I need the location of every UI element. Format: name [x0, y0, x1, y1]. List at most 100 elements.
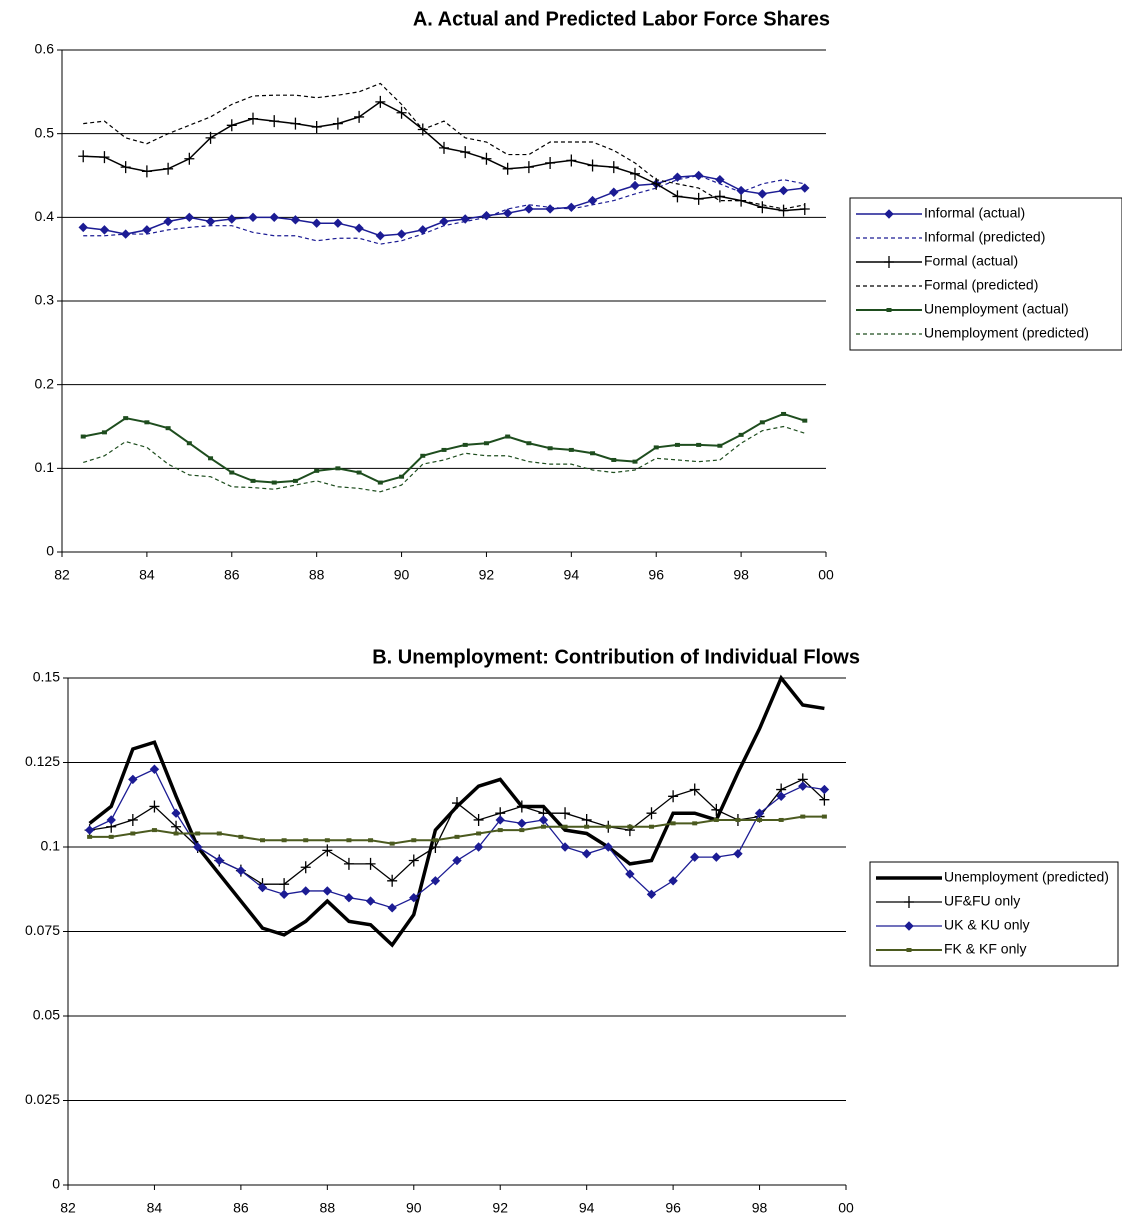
marker [778, 185, 789, 196]
marker [430, 841, 441, 853]
marker [396, 106, 407, 119]
marker [802, 418, 808, 423]
marker [776, 791, 786, 802]
y-tick-label: 0.1 [35, 459, 55, 475]
marker [387, 903, 397, 913]
marker [290, 215, 301, 225]
marker [692, 821, 698, 826]
marker [238, 834, 244, 839]
y-tick-label: 0.1 [41, 838, 61, 854]
y-tick-label: 0.025 [25, 1091, 60, 1107]
legend-box [849, 197, 1122, 351]
marker [248, 112, 258, 125]
series-line [83, 82, 805, 210]
marker [904, 921, 914, 931]
marker [516, 800, 527, 813]
marker [581, 849, 592, 859]
marker [356, 470, 362, 475]
marker [80, 434, 86, 439]
marker [781, 411, 787, 416]
marker [713, 817, 719, 822]
marker [229, 470, 235, 475]
marker [354, 110, 365, 123]
marker [473, 813, 484, 826]
marker [904, 896, 914, 908]
marker [354, 223, 364, 233]
marker [144, 420, 150, 425]
legend-label: FK & KF only [944, 941, 1026, 957]
series-line [83, 425, 805, 493]
marker [418, 225, 428, 235]
marker [311, 120, 322, 133]
marker [411, 838, 417, 843]
marker [560, 842, 570, 852]
marker [377, 480, 383, 485]
marker [714, 190, 725, 203]
marker [195, 831, 201, 836]
y-tick-label: 0.15 [33, 669, 60, 685]
marker [142, 225, 152, 235]
marker [821, 814, 827, 819]
marker [141, 165, 152, 178]
marker [649, 824, 654, 829]
legend-label: Formal (actual) [924, 253, 1018, 269]
x-tick-label: 88 [309, 567, 325, 583]
marker [566, 202, 577, 213]
marker [460, 214, 470, 224]
marker [205, 216, 216, 227]
marker [735, 817, 741, 822]
marker [344, 892, 354, 903]
marker [128, 774, 138, 785]
marker [711, 803, 722, 816]
marker [343, 857, 354, 870]
legend-label: Informal (predicted) [924, 229, 1045, 245]
x-tick-label: 00 [838, 1200, 854, 1216]
marker [300, 861, 311, 874]
y-tick-label: 0 [46, 543, 54, 559]
marker [365, 896, 376, 906]
marker [269, 115, 280, 128]
marker [99, 151, 110, 164]
marker [99, 225, 110, 235]
marker [248, 212, 258, 223]
marker [560, 807, 571, 820]
marker [689, 783, 700, 796]
marker [646, 889, 657, 900]
x-tick-label: 84 [147, 1200, 163, 1216]
marker [420, 453, 426, 458]
marker [226, 119, 237, 132]
marker [653, 445, 659, 450]
marker [545, 204, 555, 214]
y-tick-label: 0.075 [25, 922, 60, 938]
marker [517, 818, 527, 829]
marker [149, 800, 160, 813]
marker [311, 218, 322, 228]
marker [519, 828, 525, 833]
marker [696, 442, 702, 447]
marker [368, 838, 374, 843]
marker [365, 857, 376, 870]
marker [672, 190, 683, 203]
series-line [83, 100, 805, 212]
marker [439, 141, 449, 154]
x-tick-label: 98 [733, 567, 749, 583]
marker [715, 174, 725, 185]
y-tick-label: 0 [52, 1176, 60, 1192]
marker [627, 824, 633, 829]
marker [736, 185, 746, 196]
marker [106, 815, 116, 825]
marker [611, 457, 617, 462]
marker [473, 842, 484, 852]
marker [587, 159, 598, 172]
x-tick-label: 96 [648, 567, 664, 583]
x-tick-label: 00 [818, 567, 834, 583]
marker [186, 441, 192, 446]
marker [333, 218, 343, 228]
marker [250, 478, 256, 483]
marker [171, 808, 181, 818]
x-tick-label: 92 [492, 1200, 508, 1216]
marker [523, 161, 534, 174]
chart-title: A. Actual and Predicted Labor Force Shar… [413, 8, 830, 30]
marker [314, 468, 320, 473]
legend-label: UK & KU only [944, 917, 1030, 933]
